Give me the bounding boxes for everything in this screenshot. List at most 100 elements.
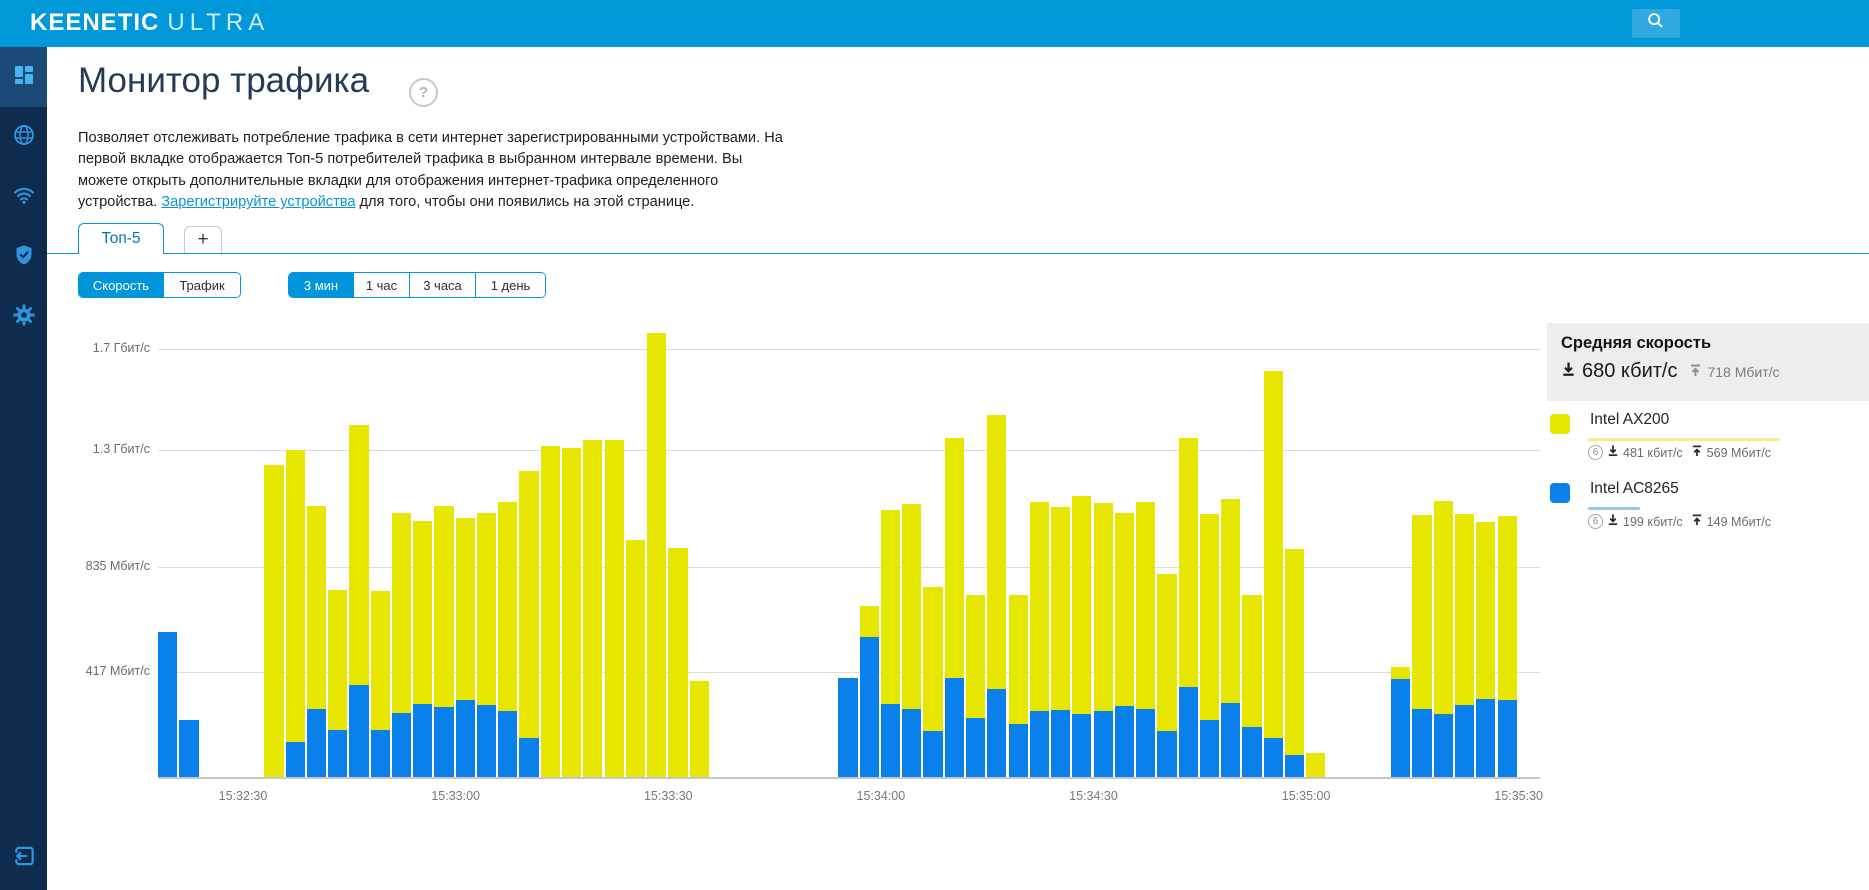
interval-3hours-button[interactable]: 3 часа: [409, 273, 475, 297]
wifi-band-badge: 6: [1588, 445, 1603, 460]
bar-segment: [1476, 522, 1496, 699]
bar-segment: [1306, 752, 1326, 777]
bar-segment: [1178, 438, 1198, 688]
gridline: [158, 566, 1540, 568]
interval-3min-button[interactable]: 3 мин: [289, 273, 353, 297]
page-description: Позволяет отслеживать потребление трафик…: [78, 128, 792, 214]
y-axis-label: 835 Мбит/с: [85, 558, 150, 573]
bar-segment: [434, 706, 454, 777]
bar-segment: [158, 631, 178, 777]
bar-segment: [625, 539, 646, 777]
bar-segment: [1178, 687, 1198, 777]
bar-segment: [562, 448, 582, 777]
bar-segment: [1093, 503, 1113, 711]
sidebar-item-wifi[interactable]: [0, 167, 47, 227]
y-axis-label: 1.7 Гбит/с: [92, 341, 150, 355]
device-download-value: 481 кбит/с: [1623, 445, 1683, 460]
brand-logo: KEENETIC ULTRA: [30, 9, 269, 37]
bar-segment: [1072, 714, 1092, 777]
device-color-swatch: [1550, 414, 1570, 434]
search-icon: [1645, 10, 1667, 37]
bar-segment: [838, 678, 858, 777]
bar-segment: [1412, 708, 1432, 777]
bar-segment: [498, 710, 518, 777]
bar-segment: [519, 738, 539, 777]
sidebar-item-settings[interactable]: [0, 287, 47, 347]
bar-segment: [1051, 709, 1071, 777]
bar-segment: [902, 708, 922, 777]
bar-segment: [1221, 703, 1241, 777]
bar-segment: [859, 605, 879, 637]
x-axis-time-label: 15:32:30: [218, 789, 268, 803]
search-button[interactable]: [1632, 9, 1680, 38]
device-underline-bar: [1588, 507, 1640, 510]
device-download-value: 199 кбит/с: [1623, 514, 1683, 529]
traffic-chart: 417 Мбит/с 835 Мбит/с 1.3 Гбит/с 1.7 Гбит/с…: [47, 310, 1869, 855]
download-arrow-icon: [1607, 445, 1619, 460]
bar-segment: [476, 704, 497, 777]
tab-top5[interactable]: Топ-5: [78, 223, 164, 254]
device-name: Intel AX200: [1590, 411, 1670, 428]
bar-segment: [413, 703, 433, 777]
sidebar-item-internet[interactable]: [0, 107, 47, 167]
top-header-bar: KEENETIC ULTRA: [0, 0, 1869, 47]
internet-globe-icon: [12, 123, 36, 152]
bar-segment: [1455, 513, 1475, 705]
y-axis-label: 1.3 Гбит/с: [92, 441, 150, 456]
mode-traffic-button[interactable]: Трафик: [163, 273, 240, 297]
bar-segment: [1199, 720, 1220, 777]
mode-toggle: Скорость Трафик: [78, 272, 241, 298]
bar-segment: [455, 700, 475, 777]
sidebar-item-security[interactable]: [0, 227, 47, 287]
wifi-icon: [12, 183, 36, 212]
device-underline-bar: [1588, 438, 1780, 441]
bar-segment: [455, 518, 475, 700]
upload-arrow-icon: [1691, 514, 1703, 529]
bar-segment: [1157, 573, 1177, 731]
bar-segment: [391, 712, 412, 777]
mode-speed-button[interactable]: Скорость: [79, 273, 163, 297]
bar-segment: [604, 440, 624, 777]
description-text: Позволяет отслеживать потребление трафик…: [78, 129, 783, 211]
bar-segment: [1136, 708, 1156, 777]
bar-segment: [370, 590, 390, 731]
interval-1day-button[interactable]: 1 день: [475, 273, 545, 297]
average-download-value: 680 кбит/с: [1582, 360, 1678, 382]
bar-segment: [391, 512, 412, 713]
bar-segment: [1433, 500, 1453, 714]
bar-segment: [1029, 711, 1049, 777]
x-axis-time-label: 15:35:30: [1494, 789, 1544, 803]
sidebar-item-dashboard[interactable]: [0, 47, 47, 107]
bar-segment: [306, 708, 327, 777]
device-upload-value: 149 Мбит/с: [1706, 514, 1772, 529]
sidebar-nav: [0, 47, 47, 890]
gridline: [158, 349, 1540, 350]
bar-segment: [1455, 704, 1475, 777]
bar-segment: [1497, 700, 1517, 777]
bar-segment: [519, 471, 539, 738]
bar-segment: [880, 704, 901, 777]
bar-segment: [540, 445, 560, 777]
bar-segment: [179, 720, 199, 777]
tab-add-button[interactable]: +: [184, 226, 222, 253]
bar-segment: [987, 688, 1007, 777]
register-devices-link[interactable]: Зарегистрируйте устройства: [161, 194, 356, 211]
bar-segment: [1284, 754, 1305, 777]
device-name: Intel AC8265: [1590, 480, 1679, 497]
bar-segment: [647, 332, 667, 777]
bar-segment: [1051, 506, 1071, 710]
bar-segment: [944, 678, 964, 777]
interval-1hour-button[interactable]: 1 час: [353, 273, 409, 297]
bar-segment: [1284, 549, 1305, 755]
x-axis-time-label: 15:33:30: [643, 789, 693, 803]
bar-segment: [1263, 371, 1283, 738]
bar-segment: [859, 637, 879, 777]
bar-segment: [1157, 730, 1177, 777]
bar-segment: [1029, 502, 1049, 711]
bar-segment: [987, 414, 1007, 689]
bar-segment: [434, 505, 454, 707]
y-axis-label: 417 Мбит/с: [85, 664, 150, 678]
bar-segment: [1114, 513, 1135, 707]
sidebar-item-logout[interactable]: [0, 836, 47, 880]
help-icon[interactable]: ?: [409, 78, 438, 107]
